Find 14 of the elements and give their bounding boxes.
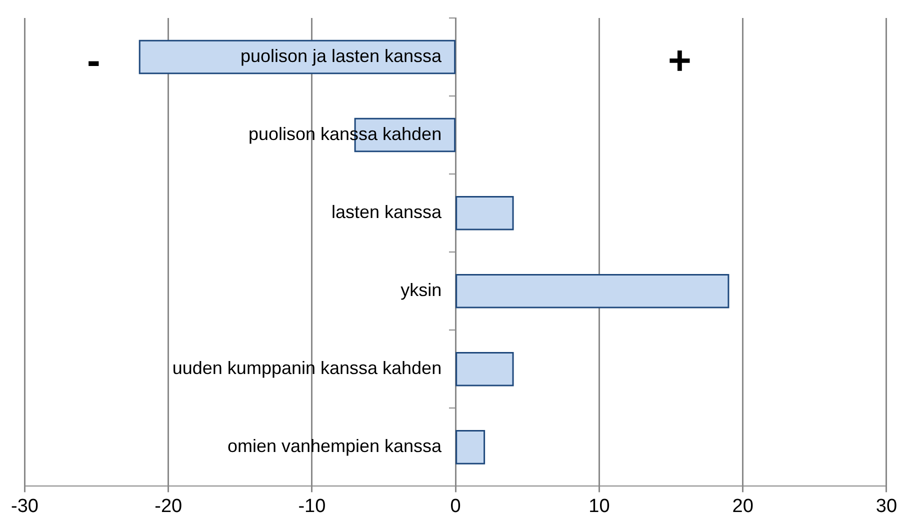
x-tick-label: -10 xyxy=(298,496,326,517)
x-tick-label: 20 xyxy=(732,496,754,517)
y-tick-label: lasten kanssa xyxy=(332,202,443,222)
x-tick-label: 30 xyxy=(876,496,898,517)
x-tick-label: 0 xyxy=(450,496,461,517)
y-tick-label: omien vanhempien kanssa xyxy=(227,436,443,456)
x-tick-label: -20 xyxy=(154,496,182,517)
x-tick-label: 10 xyxy=(588,496,610,517)
y-tick-label: yksin xyxy=(400,280,442,300)
y-tick-label: puolison ja lasten kanssa xyxy=(240,46,443,66)
y-tick-label: uuden kumppanin kanssa kahden xyxy=(172,358,442,378)
x-tick-label: -30 xyxy=(10,496,38,517)
annotation: - xyxy=(87,39,100,84)
annotation: + xyxy=(668,39,692,84)
